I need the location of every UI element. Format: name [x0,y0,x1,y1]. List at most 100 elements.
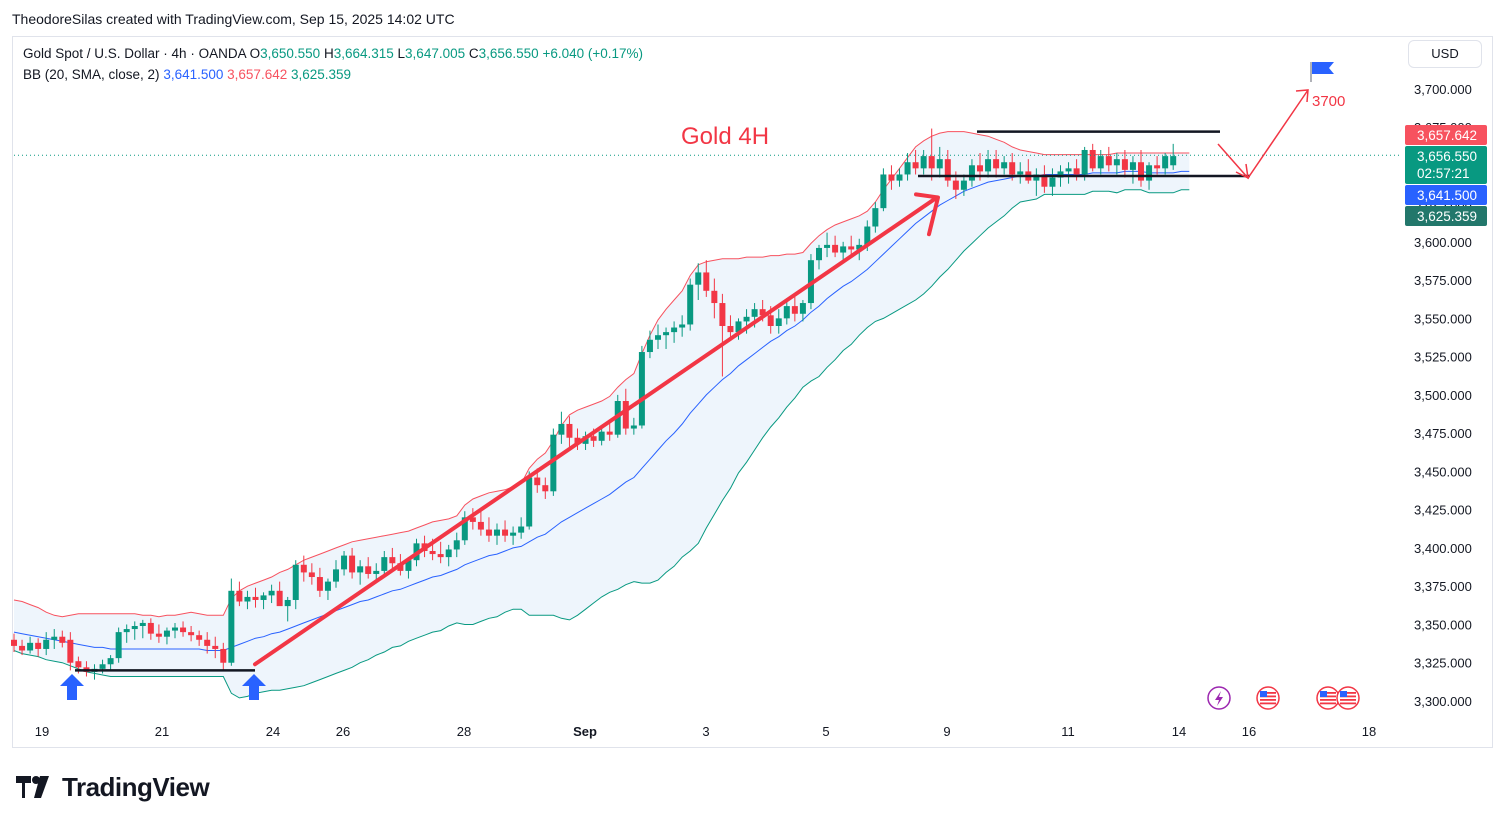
candle[interactable] [341,551,348,576]
candle[interactable] [558,411,565,444]
candle[interactable] [679,315,686,337]
candle[interactable] [1001,156,1008,175]
candle[interactable] [944,149,951,187]
candle[interactable] [638,345,645,429]
candle[interactable] [389,547,396,570]
candle[interactable] [204,632,211,654]
candle[interactable] [727,315,734,337]
candle[interactable] [928,128,935,181]
candle[interactable] [518,517,525,539]
candle[interactable] [494,523,500,545]
candle[interactable] [920,149,927,175]
candle[interactable] [308,563,315,585]
candle[interactable] [630,417,637,435]
candle[interactable] [139,619,146,639]
candle[interactable] [671,321,678,343]
candle[interactable] [832,235,839,258]
us-flag-event-icon[interactable] [1256,686,1280,710]
candle[interactable] [1129,156,1136,184]
candle[interactable] [1041,165,1048,193]
candle[interactable] [155,624,162,643]
candle[interactable] [284,596,291,622]
currency-button[interactable]: USD [1408,40,1482,68]
candle[interactable] [67,632,74,671]
candle[interactable] [381,551,388,576]
candle[interactable] [1089,143,1096,172]
candle[interactable] [333,560,339,588]
candle[interactable] [574,428,581,450]
candle[interactable] [1170,143,1177,170]
candle[interactable] [880,168,887,212]
candle[interactable] [775,309,782,334]
candle[interactable] [1097,149,1104,175]
candle[interactable] [437,541,444,564]
candle[interactable] [606,422,613,441]
candle[interactable] [526,471,533,530]
us-flag-event-icon[interactable] [1316,686,1340,710]
candle[interactable] [485,517,492,542]
candle[interactable] [123,624,130,643]
candle[interactable] [228,578,235,666]
candle[interactable] [848,235,855,258]
candle[interactable] [1121,149,1128,178]
candle[interactable] [888,165,895,190]
candle[interactable] [35,638,42,657]
candle[interactable] [461,511,468,545]
candle[interactable] [252,587,259,608]
candle[interactable] [445,544,452,567]
candle[interactable] [236,581,243,607]
candle[interactable] [542,477,549,499]
candle[interactable] [276,581,283,607]
candle[interactable] [1162,153,1169,175]
candle[interactable] [502,520,509,542]
candle[interactable] [131,621,138,640]
candle[interactable] [1065,162,1072,184]
candle[interactable] [244,590,251,610]
candle[interactable] [1138,149,1144,187]
us-flag-event-icon[interactable] [1336,686,1360,710]
candle[interactable] [147,618,154,640]
symbol-label[interactable]: Gold Spot / U.S. Dollar · 4h · OANDA [23,46,246,61]
candle[interactable] [1105,146,1112,172]
lightning-event-icon[interactable] [1207,686,1231,710]
candle[interactable] [655,324,661,349]
candle[interactable] [300,555,307,582]
candle[interactable] [19,639,26,656]
candle[interactable] [703,260,710,297]
projection-path[interactable] [1217,89,1309,180]
candle[interactable] [469,508,476,530]
candle[interactable] [59,630,66,648]
candle[interactable] [349,547,356,579]
candle[interactable] [453,532,460,558]
candle[interactable] [172,622,178,639]
candle[interactable] [188,626,195,642]
candle[interactable] [212,636,219,659]
bb-indicator-label[interactable]: BB (20, SMA, close, 2) [23,67,160,82]
candle[interactable] [11,633,17,653]
candle[interactable] [107,655,114,671]
candle[interactable] [180,621,187,637]
candle[interactable] [695,263,702,300]
candle[interactable] [824,232,831,258]
candle[interactable] [316,567,323,597]
candle[interactable] [1017,162,1024,184]
candle[interactable] [663,327,670,349]
candle[interactable] [687,278,694,331]
candle[interactable] [904,153,911,181]
candle[interactable] [260,592,267,610]
tradingview-logo[interactable]: TradingView [16,770,210,804]
candle[interactable] [896,168,903,187]
candle[interactable] [292,560,299,610]
candle[interactable] [872,202,879,233]
candle[interactable] [1049,168,1056,196]
trend-arrow-line[interactable] [253,195,939,667]
candle[interactable] [115,627,122,663]
candle[interactable] [510,526,517,545]
candle[interactable] [912,149,919,175]
candle[interactable] [783,299,790,325]
candle[interactable] [43,632,50,656]
candle[interactable] [1154,156,1161,175]
candle[interactable] [1113,153,1120,175]
candle[interactable] [324,578,331,600]
